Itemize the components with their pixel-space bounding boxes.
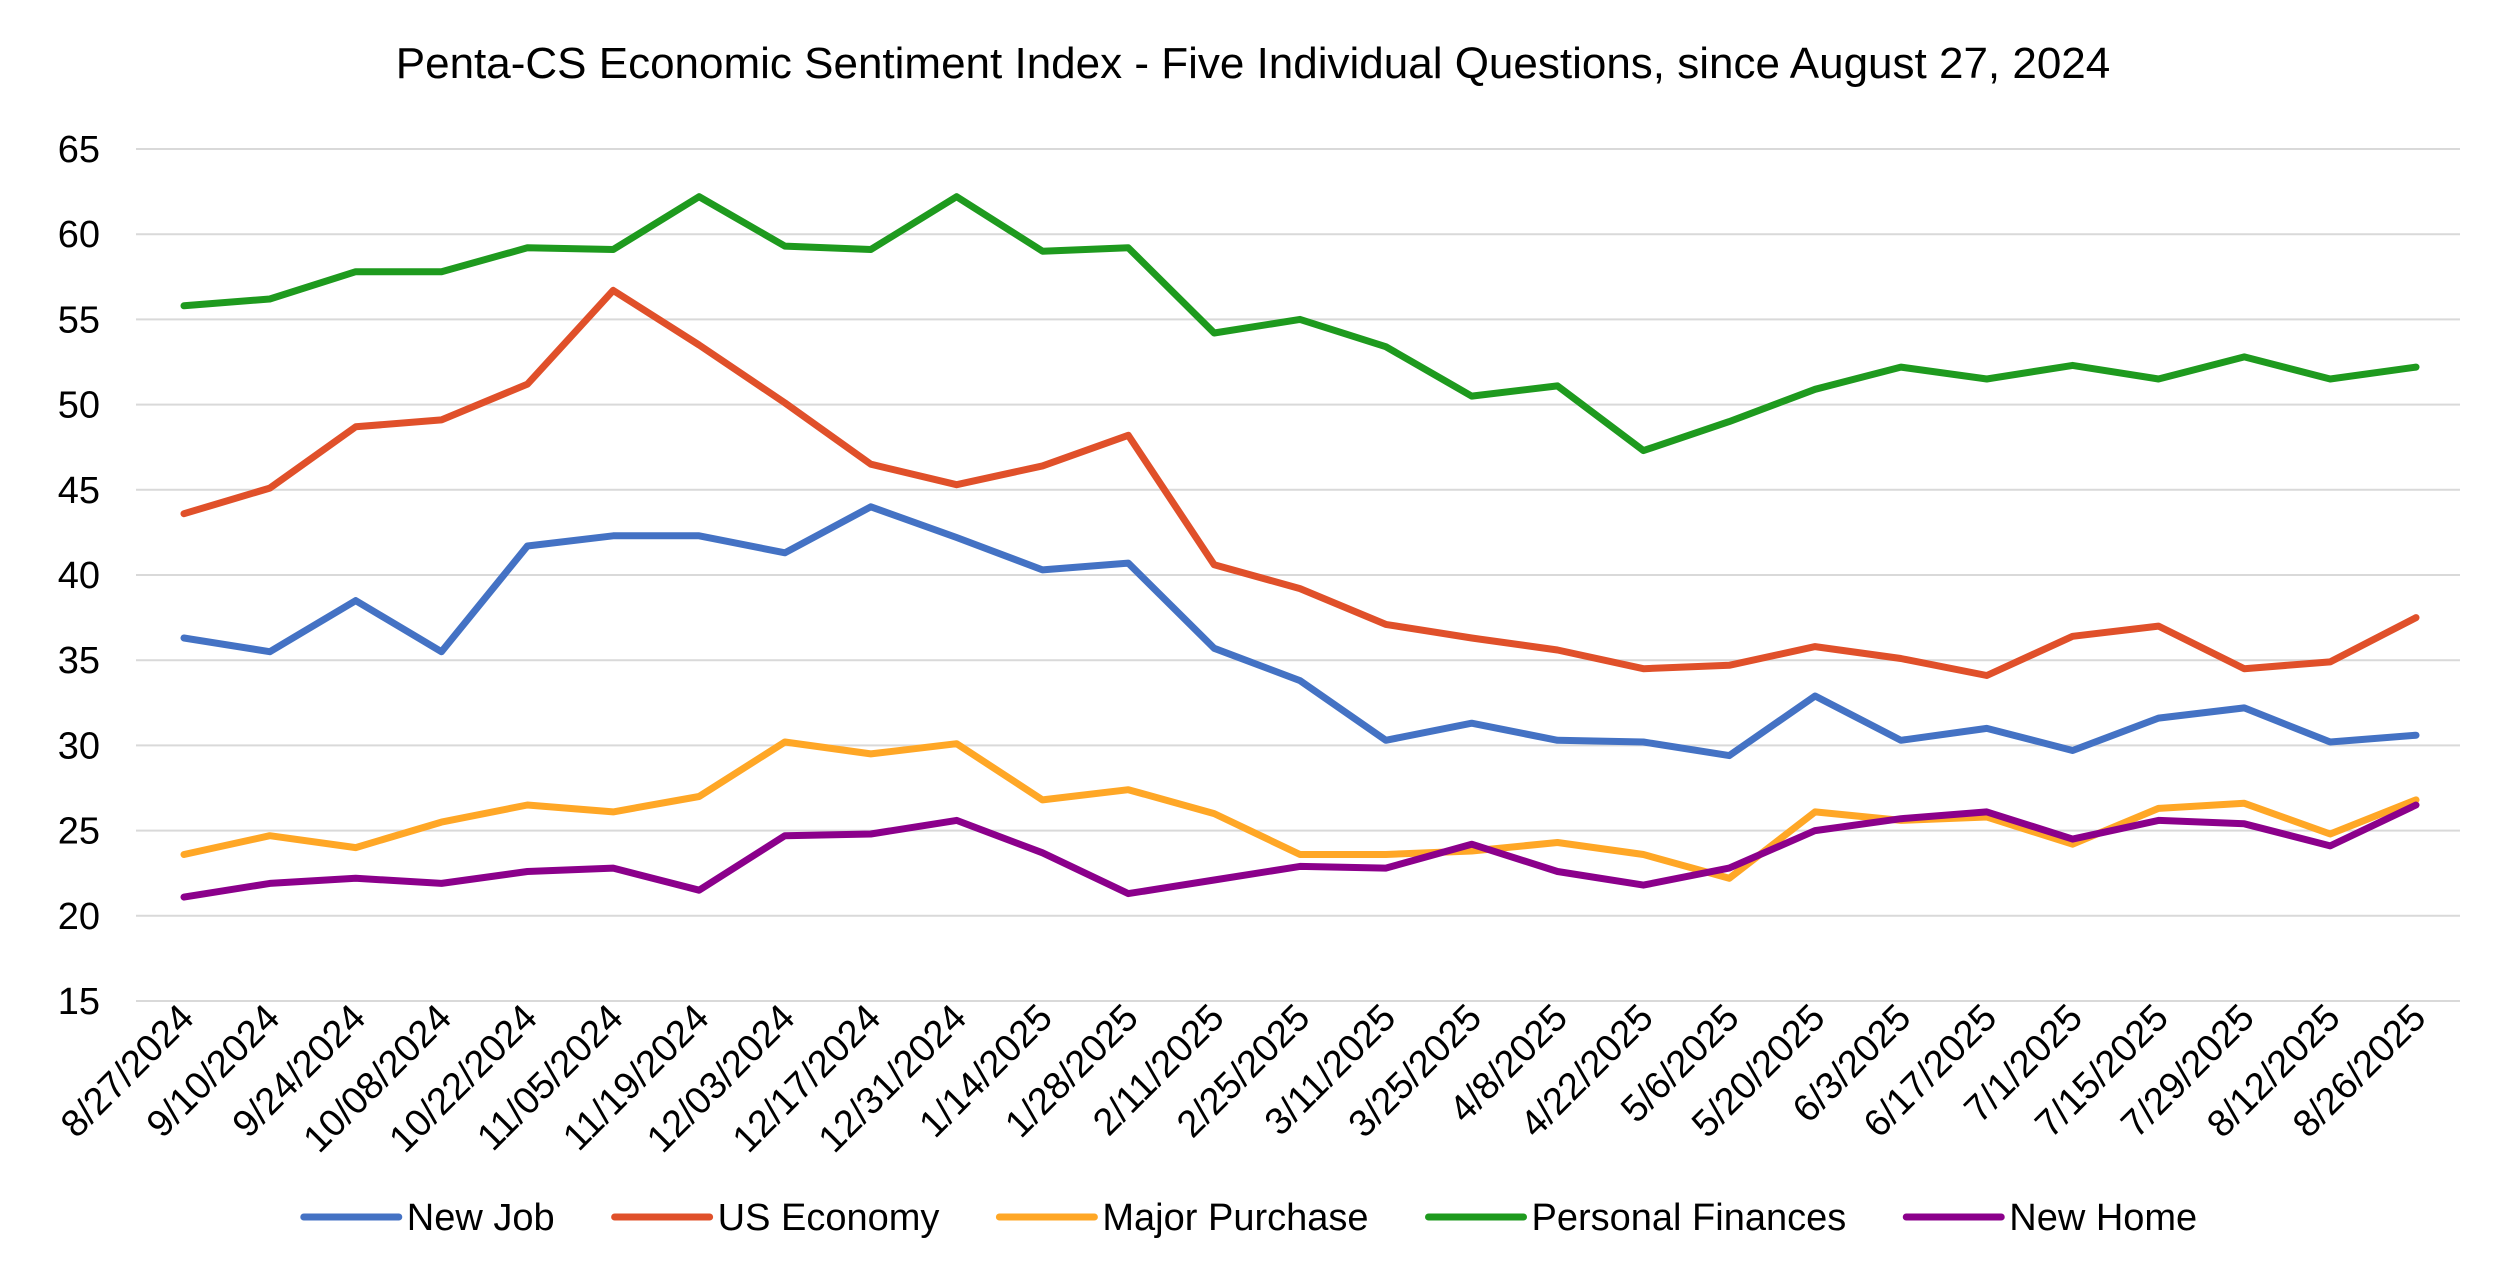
series-line-us-economy — [180, 286, 2420, 679]
series-line-new-job — [180, 503, 2420, 760]
y-tick-label: 30 — [58, 725, 100, 767]
x-axis-tick-labels: 8/27/20249/10/20249/24/202410/08/202410/… — [53, 997, 2434, 1161]
legend-label-new-job: New Job — [407, 1197, 555, 1239]
y-tick-label: 20 — [58, 896, 100, 938]
y-tick-label: 25 — [58, 811, 100, 853]
y-tick-label: 55 — [58, 299, 100, 341]
y-tick-label: 65 — [58, 129, 100, 171]
y-axis-tick-labels: 15 20 25 30 35 40 45 50 55 60 65 — [58, 129, 100, 1023]
y-tick-label: 15 — [58, 981, 100, 1023]
y-tick-label: 35 — [58, 640, 100, 682]
series-lines — [180, 193, 2420, 901]
legend-label-personal-finances: Personal Finances — [1532, 1197, 1847, 1239]
legend-label-us-economy: US Economy — [718, 1197, 940, 1239]
gridlines — [136, 148, 2460, 1002]
legend-label-major-purchase: Major Purchase — [1102, 1197, 1368, 1239]
series-line-new-home — [180, 801, 2420, 901]
series-line-major-purchase — [180, 738, 2420, 882]
chart-title: Penta-CS Economic Sentiment Index - Five… — [396, 39, 2111, 88]
y-tick-label: 50 — [58, 385, 100, 427]
y-tick-label: 40 — [58, 555, 100, 597]
legend: New Job US Economy Major Purchase Personal … — [300, 1197, 2197, 1239]
y-tick-label: 45 — [58, 470, 100, 512]
series-line-personal-finances — [180, 193, 2420, 455]
y-tick-label: 60 — [58, 214, 100, 256]
legend-label-new-home: New Home — [2009, 1197, 2197, 1239]
